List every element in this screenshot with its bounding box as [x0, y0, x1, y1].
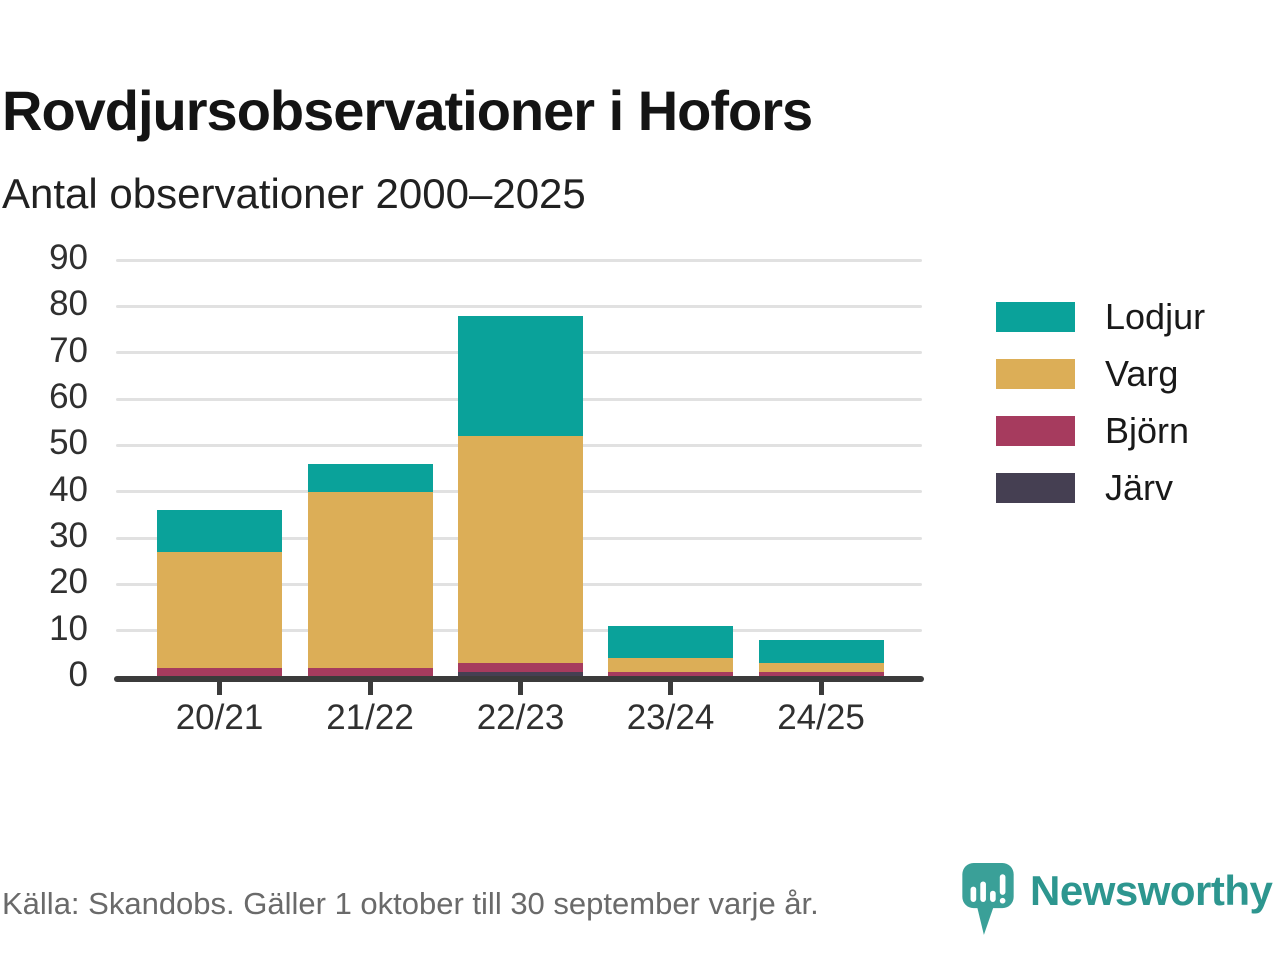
x-axis-label-23/24: 23/24 — [626, 698, 715, 737]
bar-stack-23/24 — [608, 626, 733, 677]
bar-segment-björn-21/22 — [307, 667, 433, 677]
newsworthy-logo-icon — [962, 863, 1014, 946]
legend-row-järv: Järv — [996, 467, 1173, 508]
legend-swatch-varg — [996, 359, 1075, 389]
bar-segment-järv-22/23 — [458, 672, 583, 677]
bar-segment-varg-24/25 — [758, 663, 884, 673]
bar-segment-varg-22/23 — [458, 436, 583, 664]
legend-row-lodjur: Lodjur — [996, 296, 1205, 337]
x-axis-tick-22/23 — [518, 682, 523, 695]
legend-swatch-järv — [996, 473, 1075, 503]
gridline-90 — [116, 258, 922, 262]
bar-segment-varg-20/21 — [157, 551, 282, 668]
y-axis-label-0: 0 — [68, 655, 88, 694]
bar-segment-varg-21/22 — [307, 491, 433, 668]
x-axis-label-24/25: 24/25 — [777, 698, 865, 737]
x-axis-label-21/22: 21/22 — [326, 698, 414, 737]
legend-label-lodjur: Lodjur — [1105, 296, 1206, 337]
y-axis-label-30: 30 — [49, 516, 88, 555]
x-axis-label-22/23: 22/23 — [476, 698, 565, 737]
bar-segment-björn-23/24 — [608, 672, 733, 677]
legend-row-varg: Varg — [996, 353, 1178, 394]
bar-segment-björn-20/21 — [157, 667, 282, 677]
bar-segment-lodjur-23/24 — [608, 626, 733, 659]
legend-row-björn: Björn — [996, 410, 1189, 451]
axis-baseline — [114, 676, 924, 682]
bar-stack-20/21 — [157, 510, 282, 677]
legend-label-varg: Varg — [1105, 353, 1179, 394]
bar-stack-21/22 — [307, 463, 433, 677]
legend-label-järv: Järv — [1105, 467, 1174, 508]
bar-segment-lodjur-22/23 — [458, 315, 583, 437]
x-axis-tick-23/24 — [668, 682, 673, 695]
y-axis-label-20: 20 — [49, 562, 88, 602]
x-axis-tick-24/25 — [818, 682, 824, 695]
bar-segment-lodjur-20/21 — [157, 510, 282, 552]
bar-segment-lodjur-24/25 — [758, 639, 884, 664]
y-axis-label-10: 10 — [49, 608, 88, 648]
page-title: Rovdjursobservationer i Hofors — [2, 78, 813, 142]
bar-stack-24/25 — [758, 639, 884, 677]
x-axis-label-20/21: 20/21 — [175, 698, 264, 737]
y-axis-label-40: 40 — [49, 469, 88, 509]
chart-subtitle: Antal observationer 2000–2025 — [2, 170, 586, 217]
y-axis-label-60: 60 — [49, 377, 88, 416]
bar-segment-björn-24/25 — [758, 672, 884, 677]
newsworthy-wordmark: Newsworthy — [1030, 867, 1273, 914]
x-axis-tick-20/21 — [217, 682, 222, 695]
legend-label-björn: Björn — [1105, 410, 1190, 451]
bar-stack-22/23 — [458, 315, 583, 677]
y-axis-label-50: 50 — [49, 423, 88, 463]
bar-segment-björn-22/23 — [458, 663, 583, 673]
gridline-80 — [116, 304, 922, 308]
y-axis-label-80: 80 — [49, 284, 88, 324]
legend-swatch-björn — [996, 416, 1075, 446]
x-axis-tick-21/22 — [367, 682, 373, 695]
source-note: Källa: Skandobs. Gäller 1 oktober till 3… — [2, 886, 819, 921]
bar-segment-lodjur-21/22 — [307, 463, 433, 492]
y-axis-label-90: 90 — [49, 238, 88, 277]
y-axis-label-70: 70 — [49, 330, 88, 370]
bar-segment-varg-23/24 — [608, 658, 733, 673]
legend-swatch-lodjur — [996, 302, 1075, 332]
